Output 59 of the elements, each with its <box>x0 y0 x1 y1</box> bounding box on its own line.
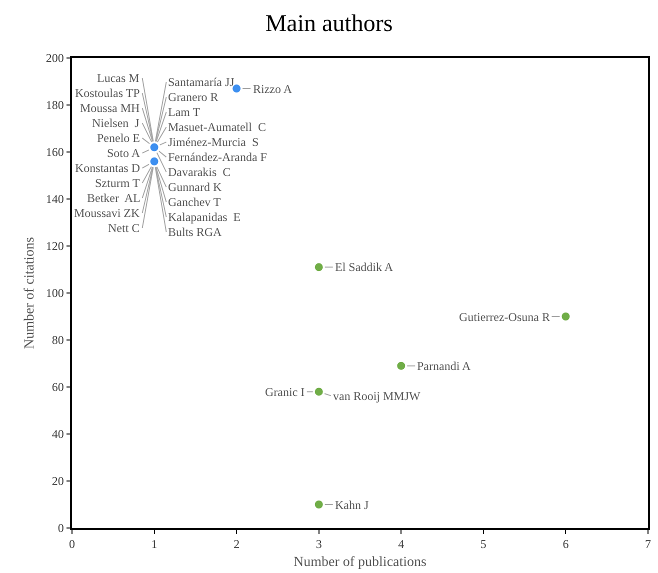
annotation: Betker AL <box>87 191 140 205</box>
y-tick-label: 40 <box>52 427 64 442</box>
annotation: Moussa MH <box>80 101 140 115</box>
point <box>232 84 241 93</box>
annotation: Santamaría JJ <box>168 75 235 89</box>
annotation: Davarakis C <box>168 165 231 179</box>
x-tick-label: 7 <box>645 537 651 552</box>
y-tick-label: 80 <box>52 333 64 348</box>
x-tick-label: 2 <box>234 537 240 552</box>
point <box>314 263 323 272</box>
annotation: Ganchev T <box>168 195 222 209</box>
y-tick-label: 120 <box>46 239 64 254</box>
annotation: Nielsen J <box>92 116 140 130</box>
point <box>562 312 570 320</box>
y-axis-title: Number of citations <box>22 237 38 349</box>
y-tick-label: 20 <box>52 474 64 488</box>
annotation: van Rooij MMJW <box>333 389 422 403</box>
x-axis-title: Number of publications <box>294 554 426 570</box>
annotation: Rizzo A <box>253 82 292 96</box>
y-tick-label: 60 <box>52 380 64 394</box>
y-tick-label: 140 <box>46 192 64 206</box>
annotation: Kahn J <box>335 498 369 512</box>
annotation: Gunnard K <box>168 180 222 194</box>
y-tick-label: 180 <box>46 98 64 112</box>
point <box>150 157 158 166</box>
annotation: Kostoulas TP <box>75 86 140 100</box>
y-tick-label: 100 <box>46 286 64 300</box>
x-tick-label: 5 <box>480 537 486 552</box>
y-tick-label: 0 <box>58 521 64 536</box>
annotation: Bults RGA <box>168 225 222 239</box>
point <box>314 500 323 508</box>
annotation: Masuet-Aumatell C <box>168 120 266 134</box>
annotation: Lucas M <box>97 71 140 85</box>
annotation: Szturm T <box>95 176 140 190</box>
x-tick-label: 1 <box>151 537 158 552</box>
annotation: Gutierrez-Osuna R <box>459 310 550 324</box>
annotation: Fernández-Aranda F <box>168 150 268 164</box>
annotation: Granero R <box>168 90 218 104</box>
annotation: Kalapanidas E <box>168 210 241 224</box>
annotation: Moussavi ZK <box>74 206 140 220</box>
x-tick-label: 4 <box>398 537 404 552</box>
annotation: Penelo E <box>97 131 140 145</box>
y-tick-label: 200 <box>46 51 64 66</box>
x-tick-label: 0 <box>69 537 75 552</box>
annotation: Lam T <box>168 105 201 119</box>
annotation: Nett C <box>108 221 140 235</box>
point <box>314 388 323 396</box>
annotation: Jiménez-Murcia S <box>168 135 259 149</box>
point <box>397 362 406 370</box>
annotation: Soto A <box>107 146 140 160</box>
annotation: El Saddik A <box>335 260 394 274</box>
y-tick-label: 160 <box>46 145 64 160</box>
chart-title: Main authors <box>265 11 393 38</box>
x-tick-label: 3 <box>316 537 322 552</box>
x-tick-label: 6 <box>562 537 569 552</box>
annotation: Parnandi A <box>417 359 471 373</box>
annotation: Konstantas D <box>75 161 140 175</box>
annotation: Granic I <box>265 385 305 399</box>
point <box>150 143 158 152</box>
